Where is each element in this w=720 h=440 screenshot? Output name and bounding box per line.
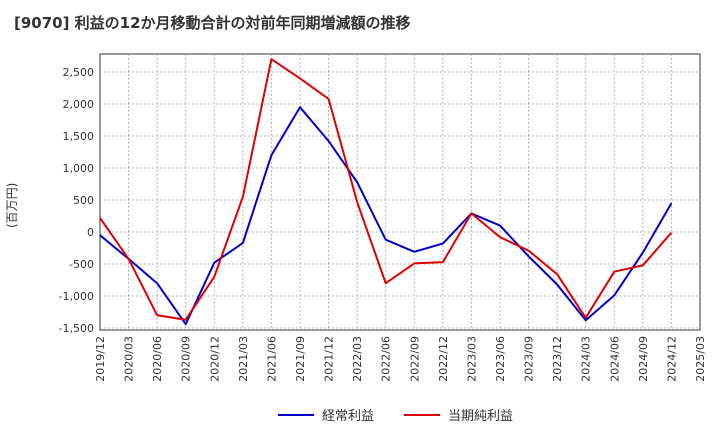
x-tick-label: 2022/09 xyxy=(408,336,421,382)
legend-label-junrieki: 当期純利益 xyxy=(448,409,514,424)
x-tick-label: 2021/12 xyxy=(323,336,336,382)
x-tick-label: 2022/03 xyxy=(351,336,364,382)
legend-item-keijo: 経常利益 xyxy=(278,405,374,424)
x-tick-label: 2021/09 xyxy=(294,336,307,382)
x-tick-label: 2022/06 xyxy=(380,336,393,382)
legend-item-junrieki: 当期純利益 xyxy=(404,405,513,424)
legend-swatch-keijo xyxy=(278,413,314,416)
x-tick-label: 2021/06 xyxy=(265,336,278,382)
y-tick-label: 2,000 xyxy=(63,98,95,111)
legend-label-keijo: 経常利益 xyxy=(322,409,375,424)
y-tick-label: 1,000 xyxy=(63,162,95,175)
x-tick-label: 2024/06 xyxy=(608,336,621,382)
y-tick-label: 1,500 xyxy=(63,130,95,143)
y-tick-label: -1,500 xyxy=(59,322,94,335)
x-tick-label: 2024/12 xyxy=(665,336,678,382)
x-tick-label: 2020/03 xyxy=(123,336,136,382)
y-tick-label: -500 xyxy=(69,258,94,271)
x-tick-label: 2024/09 xyxy=(637,336,650,382)
x-tick-label: 2023/09 xyxy=(523,336,536,382)
chart-title: [9070] 利益の12か月移動合計の対前年同期増減額の推移 xyxy=(14,14,411,32)
x-tick-label: 2025/03 xyxy=(694,336,707,382)
series-line-1 xyxy=(99,58,673,321)
y-tick-label: 0 xyxy=(87,226,94,239)
x-tick-label: 2023/12 xyxy=(551,336,564,382)
x-tick-label: 2022/12 xyxy=(437,336,450,382)
x-tick-label: 2020/09 xyxy=(180,336,193,382)
x-tick-label: 2021/03 xyxy=(237,336,250,382)
x-tick-label: 2020/06 xyxy=(151,336,164,382)
x-tick-label: 2020/12 xyxy=(208,336,221,382)
legend-swatch-junrieki xyxy=(404,413,440,416)
plot-area-border xyxy=(99,53,701,331)
y-tick-label: 2,500 xyxy=(63,66,95,79)
x-tick-label: 2023/06 xyxy=(494,336,507,382)
x-tick-label: 2024/03 xyxy=(580,336,593,382)
x-tick-label: 2019/12 xyxy=(94,336,107,382)
legend: 経常利益 当期純利益 xyxy=(0,405,720,427)
y-tick-label: 500 xyxy=(73,194,94,207)
x-tick-label: 2023/03 xyxy=(465,336,478,382)
y-tick-label: -1,000 xyxy=(59,290,94,303)
